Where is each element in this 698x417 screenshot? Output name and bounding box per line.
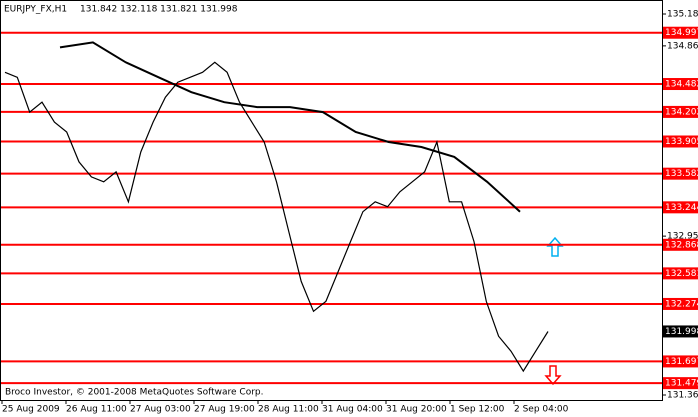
level-label: 131.479 [665, 379, 698, 389]
current-price-label: 131.998 [665, 327, 698, 337]
level-label-bg [663, 167, 698, 180]
current-price-bg [663, 325, 698, 338]
plot-frame [0, 0, 663, 401]
level-label-bg [663, 377, 698, 390]
x-tick-label: 28 Aug 11:00 [258, 405, 319, 415]
x-tick-label: 31 Aug 04:00 [322, 405, 383, 415]
level-label: 134.202 [665, 107, 698, 117]
x-tick-label: 25 Aug 2009 [2, 405, 60, 415]
level-label: 132.868 [665, 240, 698, 250]
price-line [59, 41, 521, 213]
level-label-bg [663, 238, 698, 251]
level-label-bg [663, 297, 698, 310]
x-tick-label: 27 Aug 03:00 [130, 405, 191, 415]
price-line [4, 61, 549, 373]
level-label-bg [663, 201, 698, 214]
level-label: 133.582 [665, 169, 698, 179]
level-label: 132.581 [665, 269, 698, 279]
y-tick-label: 131.360 [667, 391, 698, 401]
x-tick-label: 27 Aug 19:00 [194, 405, 255, 415]
level-label-bg [663, 26, 698, 39]
x-tick-label: 1 Sep 12:00 [450, 405, 505, 415]
level-label: 134.997 [665, 28, 698, 38]
x-tick-label: 2 Sep 04:00 [514, 405, 569, 415]
footer: Broco Investor, © 2001-2008 MetaQuotes S… [5, 388, 264, 398]
y-tick-label: 132.955 [667, 232, 698, 242]
chart-subtitle: 131.842 132.118 131.821 131.998 [80, 5, 238, 15]
level-label-bg [663, 355, 698, 368]
level-label-bg [663, 105, 698, 118]
x-tick-label: 26 Aug 11:00 [66, 405, 127, 415]
chart-title: EURJPY_FX,H1 [4, 5, 67, 15]
level-label-bg [663, 135, 698, 148]
level-label: 134.482 [665, 80, 698, 90]
level-label: 133.905 [665, 137, 698, 147]
down-arrow [544, 365, 562, 386]
level-label: 132.274 [665, 299, 698, 309]
level-label-bg [663, 267, 698, 280]
level-label: 133.244 [665, 203, 698, 213]
level-label: 131.697 [665, 357, 698, 367]
y-tick-label: 134.865 [667, 41, 698, 51]
level-label-bg [663, 78, 698, 91]
x-tick-label: 31 Aug 20:00 [386, 405, 447, 415]
y-tick-label: 135.185 [667, 10, 698, 20]
